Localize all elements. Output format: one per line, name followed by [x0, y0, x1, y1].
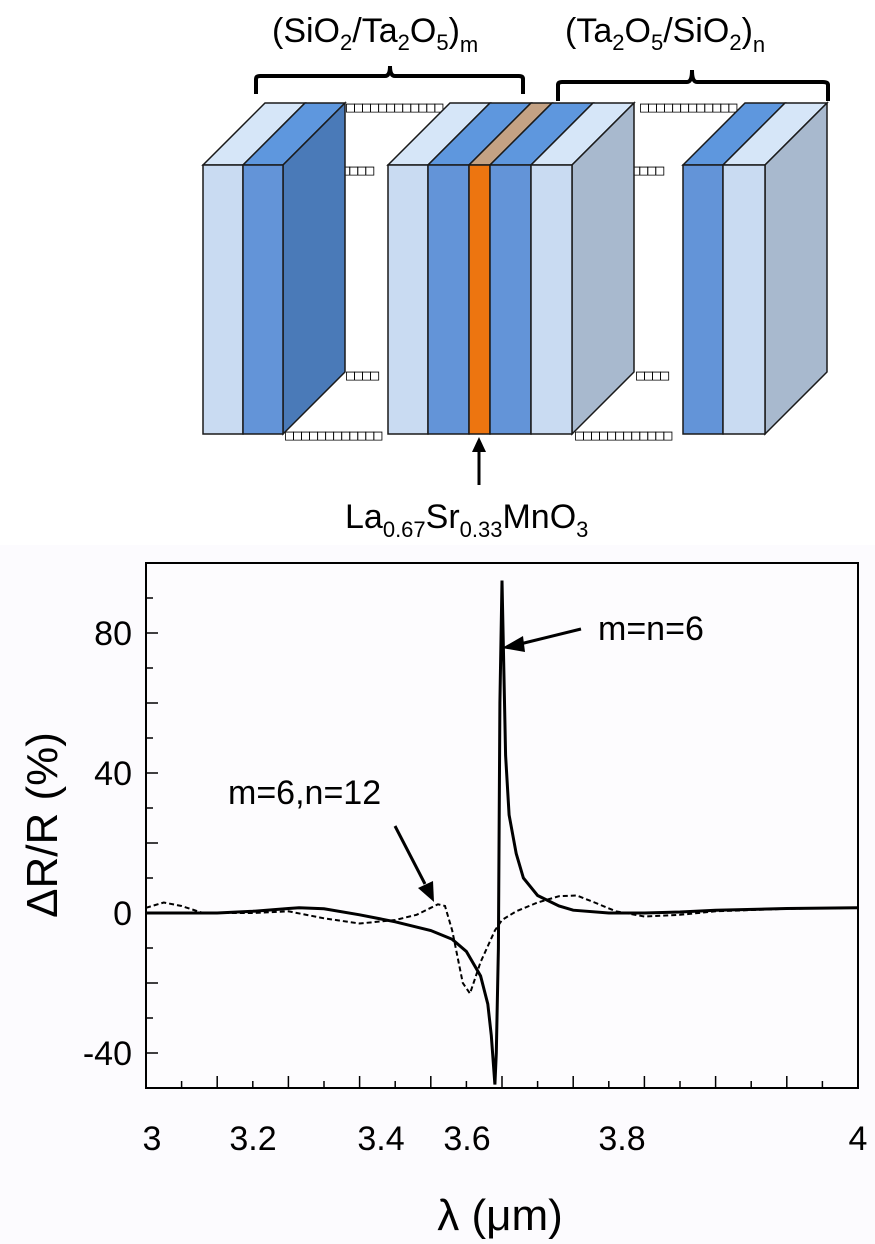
- tofu-text-8: □□□□□□□□□□□□: [575, 426, 672, 444]
- x-axis-tick-labels: 3 3.2 3.4 3.6 3.8 4: [143, 1120, 868, 1158]
- cavity-block-middle: [386, 101, 636, 436]
- lsmo-layer: [468, 164, 491, 435]
- y-tick-label: 40: [94, 755, 132, 793]
- series-m-n-6-line: [146, 580, 859, 1085]
- x-tick-label: 3.8: [598, 1120, 645, 1158]
- bracket-left: [254, 65, 525, 94]
- y-tick-label: 80: [94, 615, 132, 653]
- tofu-text-4: □□□□□□□□□□□□: [285, 426, 382, 444]
- lsmo-label: La0.67Sr0.33MnO3: [345, 498, 588, 542]
- x-tick-label: 3.2: [229, 1120, 276, 1158]
- y-axis-ticks: [146, 597, 158, 1054]
- y-tick-label: 0: [113, 895, 132, 933]
- x-tick-label: 3.6: [443, 1120, 490, 1158]
- series-m6-n12-line: [145, 894, 859, 996]
- annotation-m6-n12: m=6,n=12: [228, 774, 434, 902]
- y-axis-tick-labels: 80 40 0 -40: [83, 615, 132, 1073]
- y-axis-label: ΔR/R (%): [18, 732, 67, 918]
- bracket-right: [556, 69, 830, 101]
- annotation-m-n-6-label: m=n=6: [598, 610, 704, 648]
- tofu-text-1: □□□□□□□□□□□□: [346, 98, 443, 116]
- multilayer-diagram: (SiO2/Ta2O5)m (Ta2O5/SiO2)n □□□□□□□□□□□□…: [201, 12, 830, 542]
- tofu-text-3: □□□□: [346, 366, 379, 384]
- x-axis-ticks: [180, 1076, 824, 1088]
- tofu-text-5: □□□□□□□□□□□□: [640, 98, 737, 116]
- x-axis-label: λ (μm): [437, 1191, 563, 1240]
- bracket-left-label: (SiO2/Ta2O5)m: [272, 12, 478, 57]
- x-tick-label: 3: [143, 1120, 162, 1158]
- lsmo-arrow: [472, 437, 486, 485]
- x-tick-label: 4: [849, 1120, 868, 1158]
- mirror-block-right: [681, 101, 829, 436]
- annotation-m6-n12-label: m=6,n=12: [228, 774, 381, 812]
- tofu-text-7: □□□□: [636, 366, 669, 384]
- annotation-m-n-6: m=n=6: [502, 610, 704, 652]
- bracket-right-label: (Ta2O5/SiO2)n: [565, 12, 765, 57]
- mirror-block-left: [201, 101, 347, 436]
- y-tick-label: -40: [83, 1035, 132, 1073]
- x-tick-label: 3.4: [357, 1120, 404, 1158]
